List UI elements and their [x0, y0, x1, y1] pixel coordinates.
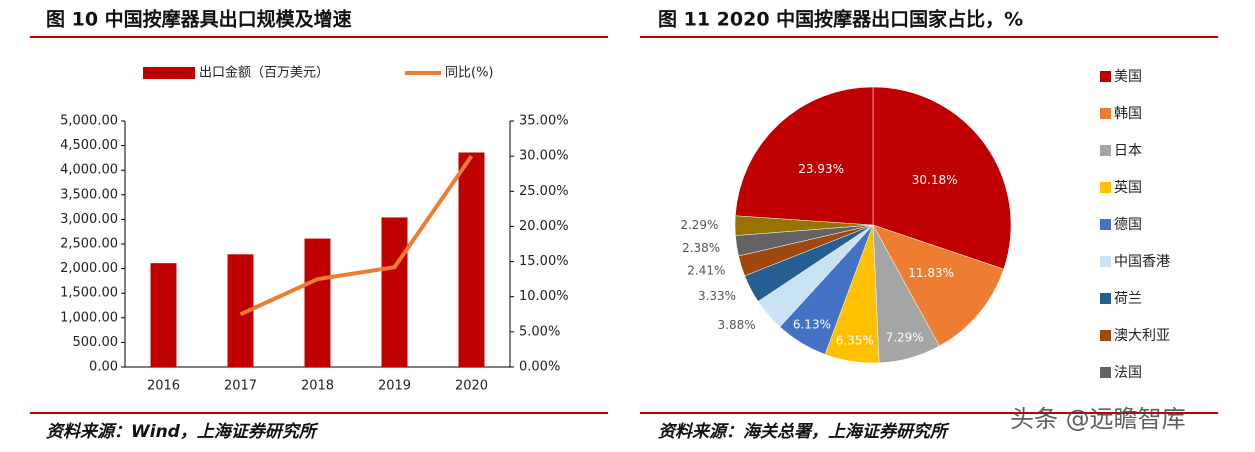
pie-slice	[735, 86, 874, 226]
source-note: 资料来源：Wind，上海证券研究所	[46, 422, 319, 442]
legend-swatch	[1100, 367, 1111, 378]
legend-label: 中国香港	[1114, 254, 1170, 270]
y-tick-label: 1,000.00	[60, 310, 118, 325]
legend-label: 同比(%)	[445, 66, 494, 81]
pie-slice	[872, 86, 1012, 270]
value-label: 6.13%	[793, 318, 831, 332]
legend-label: 美国	[1114, 69, 1142, 85]
y-tick-label: 0.00	[89, 360, 118, 375]
bar	[381, 217, 408, 367]
value-label: 3.33%	[698, 289, 736, 303]
y2-tick-label: 25.00%	[519, 184, 569, 199]
bar	[150, 263, 177, 367]
x-tick-label: 2019	[378, 379, 411, 394]
legend-swatch	[1100, 330, 1111, 341]
y2-tick-label: 35.00%	[519, 114, 569, 129]
legend-swatch	[1100, 219, 1111, 230]
y2-tick-label: 30.00%	[519, 149, 569, 164]
y-tick-label: 2,000.00	[60, 261, 118, 276]
legend-label: 荷兰	[1114, 291, 1142, 307]
y-tick-label: 1,500.00	[60, 286, 118, 301]
x-tick-label: 2018	[301, 379, 334, 394]
value-label: 30.18%	[912, 173, 958, 187]
bar	[458, 152, 485, 367]
legend-swatch	[1100, 293, 1111, 304]
source-note: 资料来源：海关总署，上海证券研究所	[658, 422, 950, 442]
y2-tick-label: 5.00%	[519, 324, 560, 339]
y-tick-label: 4,500.00	[60, 138, 118, 153]
value-label: 2.38%	[682, 241, 720, 255]
watermark: 头条 @远瞻智库	[1010, 405, 1186, 433]
value-label: 11.83%	[908, 266, 954, 280]
value-label: 7.29%	[886, 330, 924, 344]
chart-title: 图 10 中国按摩器具出口规模及增速	[46, 8, 352, 31]
value-label: 6.35%	[836, 333, 874, 347]
legend-label: 日本	[1114, 143, 1142, 159]
legend-swatch	[1100, 256, 1111, 267]
pie-slice	[872, 224, 1005, 347]
bar	[304, 238, 331, 367]
y-tick-label: 4,000.00	[60, 163, 118, 178]
y-tick-label: 5,000.00	[60, 114, 118, 129]
chart-title: 图 11 2020 中国按摩器出口国家占比，%	[658, 8, 1023, 31]
y-tick-label: 3,500.00	[60, 187, 118, 202]
value-label: 23.93%	[798, 162, 844, 176]
value-label: 2.29%	[680, 218, 718, 232]
value-label: 3.88%	[718, 318, 756, 332]
legend-label: 韩国	[1114, 106, 1142, 122]
legend-label: 出口金额（百万美元）	[199, 65, 329, 81]
legend-label: 澳大利亚	[1114, 328, 1170, 344]
legend-label: 法国	[1114, 365, 1142, 381]
legend-swatch	[1100, 71, 1111, 82]
y2-tick-label: 20.00%	[519, 219, 569, 234]
legend-swatch	[1100, 108, 1111, 119]
y-tick-label: 500.00	[73, 335, 119, 350]
line	[239, 155, 474, 317]
y2-tick-label: 15.00%	[519, 254, 569, 269]
legend-swatch	[143, 67, 195, 79]
y-tick-label: 2,500.00	[60, 237, 118, 252]
legend-swatch	[1100, 145, 1111, 156]
x-tick-label: 2016	[147, 379, 180, 394]
value-label: 2.41%	[687, 263, 725, 277]
x-tick-label: 2020	[455, 379, 488, 394]
y2-tick-label: 10.00%	[519, 289, 569, 304]
y-tick-label: 3,000.00	[60, 212, 118, 227]
y2-tick-label: 0.00%	[519, 360, 560, 375]
legend-swatch	[1100, 182, 1111, 193]
legend-label: 英国	[1114, 179, 1142, 196]
legend-label: 德国	[1114, 217, 1142, 233]
x-tick-label: 2017	[224, 379, 257, 394]
